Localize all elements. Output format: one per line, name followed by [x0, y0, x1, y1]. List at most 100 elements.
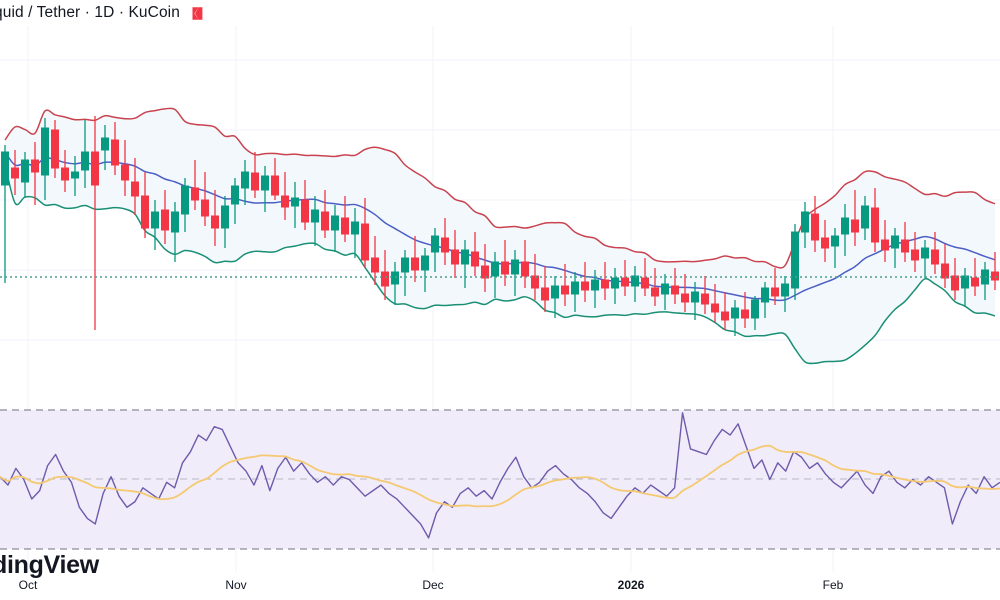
- candle[interactable]: [911, 232, 919, 272]
- candle-body: [561, 285, 569, 295]
- candle[interactable]: [431, 228, 439, 272]
- candle[interactable]: [211, 190, 219, 246]
- candle[interactable]: [221, 196, 229, 248]
- candle[interactable]: [291, 182, 299, 228]
- candle[interactable]: [681, 274, 689, 312]
- candle[interactable]: [771, 268, 779, 305]
- candle[interactable]: [951, 258, 959, 300]
- candle[interactable]: [661, 274, 669, 310]
- candle[interactable]: [711, 284, 719, 322]
- candle[interactable]: [831, 228, 839, 268]
- candle[interactable]: [861, 196, 869, 240]
- candle[interactable]: [161, 190, 169, 244]
- candle[interactable]: [621, 260, 629, 296]
- candle[interactable]: [871, 188, 879, 252]
- candle[interactable]: [541, 266, 549, 312]
- candle[interactable]: [881, 220, 889, 262]
- candle[interactable]: [961, 268, 969, 306]
- candle[interactable]: [751, 296, 759, 330]
- candle[interactable]: [801, 202, 809, 248]
- candle[interactable]: [841, 204, 849, 256]
- candle[interactable]: [391, 262, 399, 305]
- candle[interactable]: [421, 248, 429, 292]
- candle[interactable]: [311, 196, 319, 246]
- candle[interactable]: [11, 150, 19, 195]
- candle[interactable]: [561, 264, 569, 306]
- candle[interactable]: [301, 180, 309, 230]
- candle[interactable]: [601, 262, 609, 300]
- candle[interactable]: [721, 292, 729, 330]
- candle[interactable]: [731, 300, 739, 336]
- candle[interactable]: [181, 178, 189, 232]
- candle[interactable]: [741, 292, 749, 328]
- candle[interactable]: [351, 208, 359, 258]
- candle[interactable]: [471, 232, 479, 276]
- candle[interactable]: [411, 236, 419, 282]
- candle[interactable]: [381, 250, 389, 300]
- candle[interactable]: [321, 190, 329, 238]
- candle[interactable]: [491, 252, 499, 298]
- candle[interactable]: [611, 268, 619, 304]
- candle[interactable]: [31, 142, 39, 205]
- candle[interactable]: [451, 230, 459, 278]
- candle[interactable]: [151, 200, 159, 250]
- candle[interactable]: [761, 282, 769, 318]
- candle[interactable]: [941, 244, 949, 288]
- candle[interactable]: [571, 272, 579, 312]
- candle[interactable]: [581, 262, 589, 302]
- candle[interactable]: [261, 166, 269, 212]
- candle[interactable]: [481, 244, 489, 292]
- candle[interactable]: [1, 145, 9, 283]
- candle[interactable]: [141, 172, 149, 238]
- candle[interactable]: [891, 228, 899, 268]
- candle[interactable]: [131, 158, 139, 215]
- candle[interactable]: [201, 172, 209, 226]
- candle[interactable]: [671, 268, 679, 304]
- candle[interactable]: [811, 196, 819, 252]
- candle[interactable]: [821, 220, 829, 262]
- candle[interactable]: [251, 152, 259, 198]
- candle[interactable]: [401, 250, 409, 296]
- candle[interactable]: [231, 178, 239, 224]
- candle[interactable]: [791, 224, 799, 300]
- candle[interactable]: [691, 282, 699, 320]
- candle[interactable]: [361, 198, 369, 268]
- candle[interactable]: [511, 250, 519, 296]
- candle[interactable]: [551, 276, 559, 318]
- candlestick-series[interactable]: [1, 116, 999, 336]
- candle[interactable]: [171, 202, 179, 262]
- candle[interactable]: [51, 120, 59, 178]
- candle[interactable]: [921, 240, 929, 278]
- candle[interactable]: [461, 240, 469, 288]
- candle[interactable]: [701, 276, 709, 314]
- candle[interactable]: [91, 116, 99, 330]
- candle[interactable]: [121, 140, 129, 196]
- candle[interactable]: [41, 118, 49, 200]
- candle[interactable]: [241, 160, 249, 205]
- candle[interactable]: [631, 266, 639, 302]
- candle[interactable]: [101, 125, 109, 170]
- candle[interactable]: [61, 150, 69, 192]
- candle[interactable]: [21, 152, 29, 198]
- candle[interactable]: [651, 268, 659, 306]
- candle[interactable]: [781, 276, 789, 312]
- candle[interactable]: [71, 156, 79, 196]
- candle[interactable]: [851, 190, 859, 246]
- candle[interactable]: [901, 222, 909, 262]
- candle[interactable]: [341, 196, 349, 242]
- candle[interactable]: [81, 120, 89, 188]
- candle[interactable]: [991, 252, 999, 290]
- candle[interactable]: [931, 232, 939, 274]
- candle[interactable]: [441, 218, 449, 265]
- candle-body: [421, 255, 429, 271]
- candle[interactable]: [281, 172, 289, 220]
- candle[interactable]: [271, 158, 279, 200]
- candle[interactable]: [331, 205, 339, 252]
- candle[interactable]: [111, 122, 119, 175]
- candle[interactable]: [521, 240, 529, 288]
- candle[interactable]: [191, 160, 199, 210]
- candle[interactable]: [501, 240, 509, 286]
- symbol-title[interactable]: quid / Tether · 1D · KuCoin: [0, 4, 180, 21]
